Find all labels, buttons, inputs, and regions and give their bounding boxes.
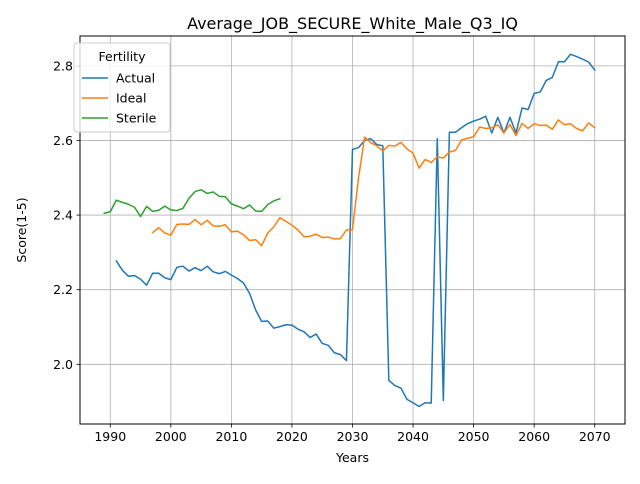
y-tick-label: 2.4 bbox=[53, 208, 73, 223]
legend-label-actual: Actual bbox=[116, 71, 155, 86]
legend-label-sterile: Sterile bbox=[116, 111, 157, 126]
x-tick-label: 2020 bbox=[276, 429, 308, 444]
series-line-actual bbox=[115, 53, 596, 408]
x-tick-label: 2000 bbox=[155, 429, 187, 444]
legend-box bbox=[73, 42, 171, 133]
grid bbox=[80, 36, 625, 424]
chart-title: Average_JOB_SECURE_White_Male_Q3_IQ bbox=[187, 14, 518, 34]
series-line-ideal bbox=[151, 119, 596, 247]
legend-label-ideal: Ideal bbox=[116, 91, 146, 106]
ticks: 1990 2000 2010 2020 2030 2040 2050 2060 2070 2.0 2… bbox=[53, 58, 611, 444]
y-axis-label: Score(1-5) bbox=[14, 197, 29, 262]
x-axis-label: Years bbox=[335, 450, 369, 465]
x-tick-label: 2010 bbox=[215, 429, 247, 444]
x-tick-label: 2070 bbox=[579, 429, 611, 444]
x-tick-label: 2050 bbox=[458, 429, 490, 444]
series-lines bbox=[103, 53, 596, 408]
x-tick-label: 2040 bbox=[397, 429, 429, 444]
legend-title: Fertility bbox=[99, 49, 147, 64]
y-tick-label: 2.0 bbox=[53, 357, 73, 372]
y-tick-label: 2.2 bbox=[53, 282, 73, 297]
x-tick-label: 1990 bbox=[94, 429, 126, 444]
x-tick-label: 2030 bbox=[337, 429, 369, 444]
x-tick-label: 2060 bbox=[518, 429, 550, 444]
y-tick-label: 2.8 bbox=[53, 58, 73, 73]
series-line-sterile bbox=[103, 188, 281, 218]
legend: Fertility Actual Ideal Sterile bbox=[73, 42, 171, 133]
y-tick-label: 2.6 bbox=[53, 133, 73, 148]
